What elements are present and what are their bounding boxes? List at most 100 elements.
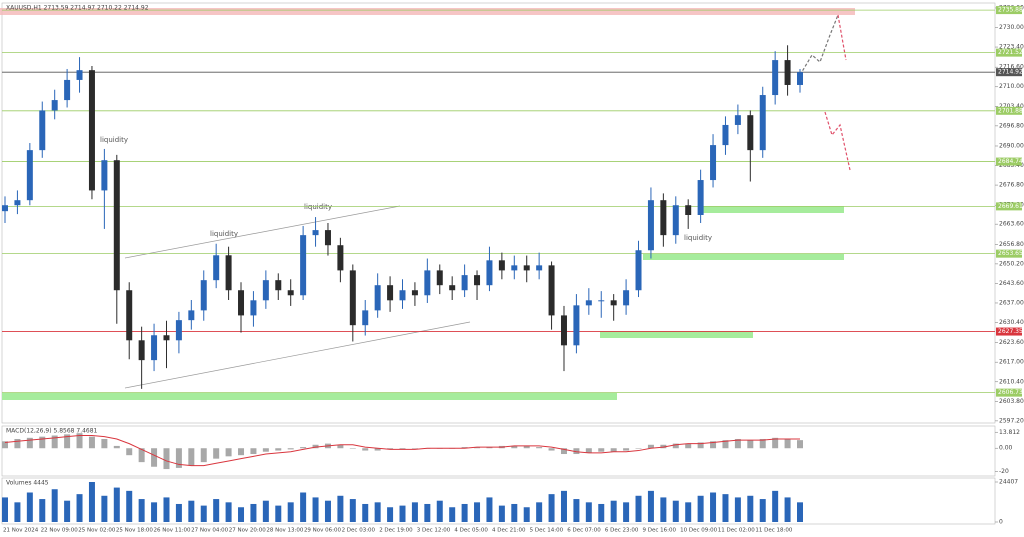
- y-tick-label: 2730.00: [999, 24, 1024, 31]
- y-tick-label: 0.00: [999, 445, 1013, 452]
- candle-body: [672, 205, 679, 236]
- candle-body: [449, 285, 456, 291]
- candle-body: [424, 270, 431, 296]
- candle-body: [2, 205, 8, 212]
- volume-bar: [474, 502, 481, 522]
- candle-body: [411, 290, 418, 296]
- candle-body: [349, 270, 356, 326]
- volume-bar: [536, 502, 543, 522]
- volume-bar: [387, 507, 394, 522]
- candle-body: [88, 70, 95, 191]
- candle-body: [337, 245, 344, 271]
- chart-title: XAUUSD,H1 2713.59 2714.97 2710.22 2714.9…: [6, 5, 149, 12]
- macd-bar: [722, 440, 729, 449]
- macd-bar: [635, 448, 642, 449]
- volume-bar: [548, 494, 555, 522]
- macd-bar: [300, 447, 307, 449]
- macd-bar: [461, 447, 468, 449]
- volume-bar: [76, 494, 83, 522]
- y-tick-label: 2630.40: [999, 319, 1024, 326]
- candle-body: [685, 205, 692, 215]
- macd-bar: [623, 448, 630, 451]
- candle-body: [734, 115, 741, 125]
- macd-bar: [374, 448, 381, 451]
- level-label: 2714.92: [998, 69, 1023, 76]
- macd-bar: [76, 433, 83, 449]
- volume-bar: [784, 497, 791, 522]
- volume-bar: [337, 495, 344, 522]
- volume-bar: [138, 499, 145, 522]
- volume-bar: [722, 494, 729, 522]
- candle-body: [399, 290, 406, 301]
- candle-body: [312, 230, 319, 236]
- volume-label: Volumes 4445: [6, 480, 49, 487]
- candle-body: [623, 290, 630, 306]
- candle-body: [175, 320, 182, 341]
- volume-bar: [2, 497, 8, 522]
- macd-bar: [585, 448, 592, 453]
- volume-bar: [188, 500, 195, 522]
- x-tick-label: 11 Dec 02:00: [718, 528, 755, 534]
- channel-line: [124, 205, 401, 259]
- x-tick-label: 6 Dec 07:00: [567, 528, 601, 534]
- macd-bar: [138, 448, 145, 463]
- macd-bar: [486, 447, 493, 449]
- macd-bar: [126, 448, 133, 456]
- x-tick-label: 4 Dec 05:00: [454, 528, 488, 534]
- level-tag: [996, 157, 1022, 166]
- candle-body: [39, 110, 46, 151]
- volume-bar: [710, 492, 717, 522]
- volume-bar: [747, 495, 754, 522]
- candle-body: [710, 145, 717, 181]
- volume-bar: [436, 500, 443, 522]
- x-tick-label: 4 Dec 21:00: [492, 528, 526, 534]
- candle-body: [138, 340, 145, 361]
- macd-bar: [250, 448, 257, 455]
- candle-body: [759, 95, 766, 151]
- volume-bar: [685, 502, 692, 522]
- x-tick-label: 25 Nov 18:00: [116, 528, 154, 534]
- candle-body: [151, 335, 158, 361]
- y-tick-label: 2610.40: [999, 378, 1024, 385]
- y-tick-label: 2690.00: [999, 142, 1024, 149]
- demand-zone: [2, 393, 617, 400]
- candle-body: [585, 300, 592, 306]
- macd-bar: [772, 437, 779, 449]
- candle-body: [126, 290, 133, 341]
- x-tick-label: 5 Dec 14:00: [530, 528, 564, 534]
- y-tick-label: 2663.60: [999, 221, 1024, 228]
- level-label: 2606.73: [998, 389, 1023, 396]
- candle-body: [300, 235, 307, 296]
- level-label: 2701.88: [998, 107, 1023, 114]
- projection-path: [837, 14, 847, 61]
- candle-body: [225, 255, 232, 291]
- candle-body: [101, 160, 108, 191]
- y-tick-label: 24407: [999, 479, 1018, 486]
- channel-line: [124, 321, 471, 389]
- volume-bar: [734, 497, 741, 522]
- level-label: 2653.65: [998, 250, 1023, 257]
- macd-bar: [573, 448, 580, 455]
- candle-body: [51, 100, 58, 111]
- x-tick-label: 27 Nov 20:00: [229, 528, 267, 534]
- macd-bar: [759, 438, 766, 449]
- candle-body: [784, 60, 791, 85]
- candle-body: [523, 265, 530, 271]
- volume-bar: [623, 502, 630, 522]
- macd-bar: [784, 438, 791, 449]
- macd-bar: [287, 448, 294, 450]
- candle-body: [200, 280, 207, 311]
- y-tick-label: 2723.40: [999, 44, 1024, 51]
- y-tick-label: 2643.60: [999, 280, 1024, 287]
- candle-body: [560, 315, 567, 346]
- volume-bar: [635, 495, 642, 522]
- volume-bar: [163, 497, 170, 522]
- volume-bar: [51, 489, 58, 522]
- candle-body: [660, 200, 667, 236]
- macd-label: MACD(12,26,9) 5.8568 7.4681: [6, 428, 98, 435]
- volume-bar: [324, 500, 331, 522]
- macd-bar: [2, 441, 8, 449]
- x-tick-label: 3 Dec 12:00: [417, 528, 451, 534]
- macd-bar: [734, 438, 741, 449]
